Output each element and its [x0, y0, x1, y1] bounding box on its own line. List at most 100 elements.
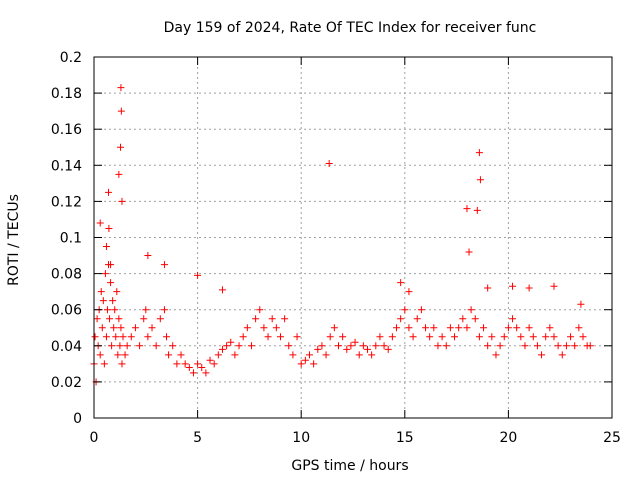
y-tick-label: 0 [73, 411, 82, 427]
data-point [393, 324, 401, 332]
data-point [111, 306, 119, 314]
data-point [405, 324, 413, 332]
data-point [438, 333, 446, 341]
y-tick-label: 0.02 [51, 375, 82, 391]
data-point [504, 324, 512, 332]
data-point [442, 342, 450, 350]
data-point [235, 342, 243, 350]
data-point [413, 315, 421, 323]
data-point [525, 284, 533, 292]
data-point [110, 324, 118, 332]
data-point [533, 342, 541, 350]
y-tick-label: 0.12 [51, 194, 82, 210]
data-point [305, 351, 313, 359]
data-point [301, 356, 309, 364]
data-point [281, 315, 289, 323]
data-point [117, 107, 125, 115]
data-point [546, 324, 554, 332]
data-point [285, 342, 293, 350]
data-point [243, 324, 251, 332]
x-tick-label: 10 [292, 430, 310, 446]
x-tick-label: 25 [603, 430, 621, 446]
data-point [334, 342, 342, 350]
data-point [198, 363, 206, 371]
data-point [314, 345, 322, 353]
data-point [455, 324, 463, 332]
data-point [571, 342, 579, 350]
data-point [165, 351, 173, 359]
data-point [119, 333, 127, 341]
data-point [194, 271, 202, 279]
data-point [492, 351, 500, 359]
data-point [586, 342, 594, 350]
data-point [260, 324, 268, 332]
data-point [108, 342, 116, 350]
data-point [368, 351, 376, 359]
y-tick-label: 0.16 [51, 122, 82, 138]
data-point [554, 342, 562, 350]
data-point [397, 279, 405, 287]
data-point [202, 369, 210, 377]
data-point [330, 324, 338, 332]
data-point [471, 315, 479, 323]
data-point [397, 315, 405, 323]
data-point [575, 324, 583, 332]
data-point [364, 345, 372, 353]
data-point [247, 342, 255, 350]
data-point [210, 360, 218, 368]
data-point [223, 342, 231, 350]
data-point [121, 351, 129, 359]
data-point [101, 270, 109, 278]
data-point [550, 282, 558, 290]
data-point [160, 306, 168, 314]
data-point [521, 342, 529, 350]
data-point [160, 261, 168, 269]
y-tick-label: 0.18 [51, 86, 82, 102]
data-point [339, 333, 347, 341]
data-point [473, 206, 481, 214]
x-axis-label: GPS time / hours [291, 458, 408, 474]
data-point [98, 324, 106, 332]
x-tick-label: 5 [193, 430, 202, 446]
y-tick-label: 0.14 [51, 158, 82, 174]
y-tick-label: 0.06 [51, 303, 82, 319]
grid-lines [94, 57, 612, 418]
data-point [417, 306, 425, 314]
data-point [123, 342, 131, 350]
data-point [115, 170, 123, 178]
data-point [430, 324, 438, 332]
data-point [289, 351, 297, 359]
data-point [276, 333, 284, 341]
data-point [148, 324, 156, 332]
data-point [96, 351, 104, 359]
data-point [517, 333, 525, 341]
data-point [218, 286, 226, 294]
axis-ticks: 0 0.02 0.04 0.06 0.08 0.1 0.12 0.14 0.16 0.18 0.2 0… [51, 50, 621, 446]
data-point [347, 342, 355, 350]
y-tick-label: 0.2 [60, 50, 82, 66]
data-point [152, 342, 160, 350]
data-point [426, 333, 434, 341]
data-point [117, 84, 125, 92]
data-point [113, 288, 121, 296]
data-points [90, 84, 594, 386]
data-point [185, 363, 193, 371]
data-point [99, 297, 107, 305]
data-point [318, 342, 326, 350]
data-point [355, 351, 363, 359]
data-point [509, 282, 517, 290]
data-point [91, 333, 99, 341]
data-point [181, 360, 189, 368]
y-tick-label: 0.08 [51, 267, 82, 283]
data-point [268, 315, 276, 323]
data-point [343, 345, 351, 353]
y-tick-label: 0.1 [60, 231, 82, 247]
y-axis-label: ROTI / TECUs [6, 194, 22, 286]
data-point [144, 333, 152, 341]
data-point [117, 143, 125, 151]
data-point [194, 360, 202, 368]
data-point [562, 342, 570, 350]
data-point [484, 284, 492, 292]
data-point [97, 288, 105, 296]
data-point [405, 288, 413, 296]
